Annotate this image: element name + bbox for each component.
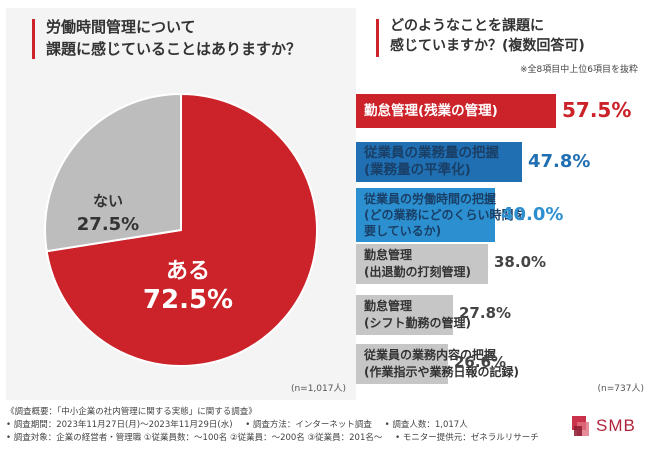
bar [356,94,556,128]
survey-info-row: • 調査対象：企業の経営者・管理職 ①従業員数：～100名 ②従業員：～200名… [6,432,546,445]
bar [356,244,488,284]
bar-category-line: (業務量の平準化) [364,162,471,178]
pie-value-label: 72.5% [143,285,233,315]
left-question: 労働時間管理について 課題に感じていることはありますか？ [32,16,301,60]
bar-category-line: 勤怠管理 [364,299,413,313]
left-question-line: 課題に感じていることはありますか？ [46,40,302,58]
bar-category-line: (どの業務にどのくらい時間を [364,208,526,222]
pie-value-label: 27.5% [77,214,139,235]
survey-period: • 調査期間：2023年11月27日(月)～2023年11月29日(水) [6,420,233,430]
bar [356,142,522,182]
right-question-line: 感じていますか？(複数回答可) [390,38,585,54]
pie-slice-no [44,92,182,253]
smb-logo-icon [572,416,589,436]
survey-target: • 調査対象：企業の経営者・管理職 ①従業員数：～100名 ②従業員：～200名… [6,433,383,443]
bar-category-line: 従業員の業務量の把握 [364,145,499,161]
bar-row: 従業員の業務内容の把握 (作業指示や業務日報の記録) 26.6% [356,344,644,384]
right-question-line: どのようなことを課題に [390,18,544,34]
bar-category-label: 勤怠管理 (出退勤の打刻管理) [364,247,471,281]
bar-category-line: 勤怠管理 [364,248,413,262]
bar-category-line: (出退勤の打刻管理) [364,265,471,279]
bar-value-label: 57.5% [562,98,632,122]
bar-category-label: 従業員の業務量の把握 (業務量の平準化) [364,145,499,179]
bar-row: 勤怠管理(残業の管理) 57.5% [356,94,644,128]
bar [356,344,448,384]
survey-title: 《調査概要：「中小企業の社内管理に関する実態」に関する調査》 [6,407,257,417]
bar-row: 勤怠管理 (シフト勤務の管理) 27.8% [356,295,644,335]
bar-value-label: 38.0% [494,253,547,271]
smb-logo: SMB [570,412,640,442]
bar [356,295,453,335]
bar [356,188,495,242]
survey-provider: • モニター提供元：ゼネラルリサーチ [395,433,539,443]
bar-category-line: (作業指示や業務日報の記録) [364,365,519,379]
right-panel: どのようなことを課題に 感じていますか？(複数回答可) ※全8項目中上位6項目を… [356,8,644,400]
bar-category-label: 勤怠管理(残業の管理) [364,103,498,120]
bar-category-label: 従業員の労働時間の把握 (どの業務にどのくらい時間を 要しているか) [364,191,526,239]
survey-count: • 調査人数：1,017人 [384,420,468,430]
bar-category-label: 従業員の業務内容の把握 (作業指示や業務日報の記録) [364,347,519,381]
bar-category-line: 従業員の業務内容の把握 [364,348,497,362]
bar-category-label: 勤怠管理 (シフト勤務の管理) [364,298,471,332]
bar-value-label: 27.8% [459,304,512,322]
bar-row: 従業員の業務量の把握 (業務量の平準化) 47.8% [356,142,644,182]
smb-logo-text: SMB [596,416,636,435]
right-question: どのようなことを課題に 感じていますか？(複数回答可) [376,16,585,57]
bar-category-line: (シフト勤務の管理) [364,316,471,330]
selection-note: ※全8項目中上位6項目を抜粋 [520,65,638,75]
right-sample-size: (n=737人) [597,384,644,394]
bar-row: 勤怠管理 (出退勤の打刻管理) 38.0% [356,244,644,284]
left-question-line: 労働時間管理について [46,18,196,36]
survey-info-row: • 調査期間：2023年11月27日(月)～2023年11月29日(水) • 調… [6,419,546,432]
bar-value-label: 47.8% [528,151,591,172]
bar-value-label: 26.6% [454,353,507,371]
survey-method: • 調査方法：インターネット調査 [245,420,372,430]
pie-category-label: ない [93,192,123,210]
bar-value-label: 40.0% [501,204,564,225]
bar-category-line: 勤怠管理(残業の管理) [364,103,498,119]
left-panel: 労働時間管理について 課題に感じていることはありますか？ ある 72.5% ない 27… [6,8,357,400]
bar-category-line: 要しているか) [364,224,442,238]
bar-category-line: 従業員の労働時間の把握 [364,192,497,206]
pie-category-label: ある [166,259,210,284]
left-sample-size: (n=1,017人) [290,384,346,394]
survey-footer: 《調査概要：「中小企業の社内管理に関する実態」に関する調査》 • 調査期間：20… [6,406,546,445]
bar-row: 従業員の労働時間の把握 (どの業務にどのくらい時間を 要しているか) 40.0% [356,188,644,242]
